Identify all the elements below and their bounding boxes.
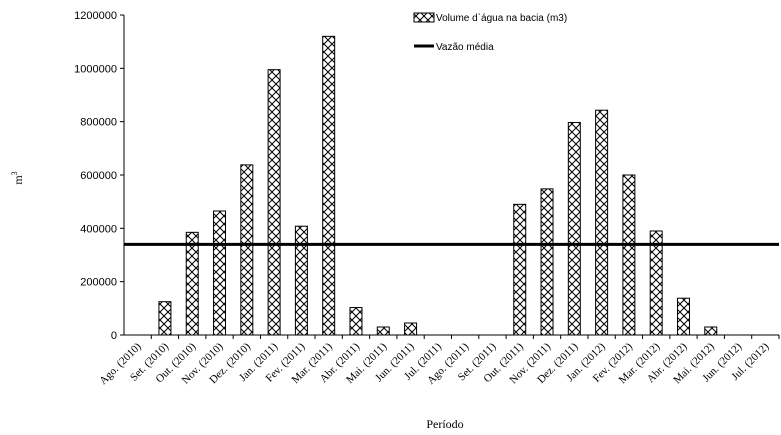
svg-text:m3: m3 xyxy=(10,171,25,184)
y-tick-label: 1200000 xyxy=(74,10,117,22)
y-axis-title-text: m xyxy=(11,175,25,185)
bar xyxy=(213,210,227,336)
x-axis-title: Período xyxy=(426,417,463,431)
y-tick-label: 200000 xyxy=(80,277,117,289)
bar xyxy=(185,231,199,336)
legend-label-mean: Vazão média xyxy=(436,42,494,53)
plot-area: 020000040000060000080000010000001200000A… xyxy=(74,10,780,387)
y-tick-label: 400000 xyxy=(80,223,117,235)
bar xyxy=(676,297,690,336)
y-axis-title-superscript: 3 xyxy=(10,171,19,175)
legend-label-volume: Volume d`água na bacia (m3) xyxy=(436,12,567,24)
bar xyxy=(349,307,363,336)
bar xyxy=(376,326,390,336)
y-axis-title: m3 xyxy=(10,171,25,184)
bar xyxy=(158,301,172,336)
y-tick-label: 600000 xyxy=(80,170,117,182)
bar xyxy=(622,174,636,336)
bar xyxy=(595,109,609,336)
bar xyxy=(322,35,336,336)
legend-swatch-volume xyxy=(413,12,435,23)
bar xyxy=(240,164,254,336)
y-tick-label: 800000 xyxy=(80,117,117,129)
bar xyxy=(649,230,663,336)
y-tick-label: 0 xyxy=(111,330,117,342)
bar xyxy=(704,326,718,336)
bar xyxy=(513,203,527,336)
bar xyxy=(540,188,554,336)
bar xyxy=(567,121,581,336)
bar xyxy=(294,225,308,336)
bar xyxy=(267,69,281,336)
y-tick-label: 1000000 xyxy=(74,63,117,75)
bar xyxy=(404,322,418,336)
legend: Volume d`água na bacia (m3) Vazão média xyxy=(413,12,567,53)
